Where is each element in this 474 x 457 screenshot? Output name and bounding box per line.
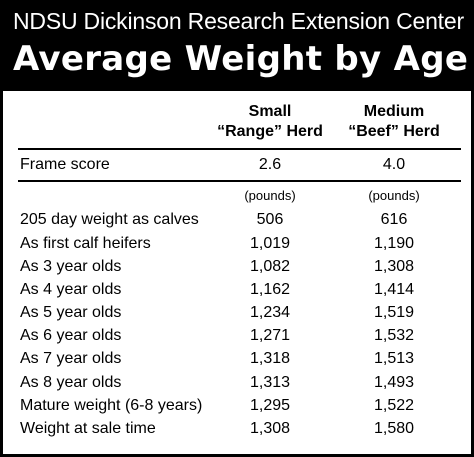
column-header-medium-line2: “Beef” Herd — [348, 123, 440, 140]
page-title: Average Weight by Age — [13, 39, 469, 79]
row-value-medium: 616 — [380, 211, 408, 228]
row-label: Weight at sale time — [20, 420, 156, 437]
row-value-small: 1,318 — [249, 350, 291, 367]
row-label: As 4 year olds — [20, 281, 122, 298]
row-value-medium: 1,532 — [373, 327, 415, 344]
frame-score-divider — [18, 180, 461, 182]
row-value-medium: 1,519 — [373, 304, 415, 321]
row-value-medium: 1,414 — [373, 281, 415, 298]
unit-label-small: (pounds) — [244, 188, 296, 203]
column-header-medium-line1: Medium — [363, 103, 425, 120]
row-value-small: 506 — [256, 211, 284, 228]
row-value-small: 1,082 — [249, 258, 291, 275]
row-value-small: 1,162 — [249, 281, 291, 298]
row-label: As 6 year olds — [20, 327, 122, 344]
row-value-small: 1,308 — [249, 420, 291, 437]
row-label: As 3 year olds — [20, 258, 122, 275]
row-value-small: 1,271 — [249, 327, 291, 344]
row-label: As 8 year olds — [20, 374, 122, 391]
row-label: As first calf heifers — [20, 235, 151, 252]
title-banner: NDSU Dickinson Research Extension Center… — [3, 3, 471, 91]
row-value-medium: 1,190 — [373, 235, 415, 252]
row-value-medium: 1,493 — [373, 374, 415, 391]
row-value-small: 1,019 — [249, 235, 291, 252]
row-value-medium: 1,522 — [373, 397, 415, 414]
row-label: 205 day weight as calves — [20, 211, 199, 228]
header-divider — [18, 148, 461, 150]
source-subtitle: NDSU Dickinson Research Extension Center — [13, 8, 464, 34]
frame-score-small: 2.6 — [258, 156, 282, 173]
row-value-medium: 1,580 — [373, 420, 415, 437]
row-value-small: 1,234 — [249, 304, 291, 321]
row-label: As 5 year olds — [20, 304, 122, 321]
column-header-small-line1: Small — [248, 103, 292, 120]
column-header-small-line2: “Range” Herd — [217, 123, 323, 140]
row-value-small: 1,313 — [249, 374, 291, 391]
row-label: As 7 year olds — [20, 350, 122, 367]
unit-label-medium: (pounds) — [368, 188, 420, 203]
row-value-medium: 1,308 — [373, 258, 415, 275]
row-value-small: 1,295 — [249, 397, 291, 414]
frame-score-medium: 4.0 — [382, 156, 406, 173]
row-value-medium: 1,513 — [373, 350, 415, 367]
row-label: Mature weight (6-8 years) — [20, 397, 203, 414]
frame-score-label: Frame score — [20, 156, 110, 173]
